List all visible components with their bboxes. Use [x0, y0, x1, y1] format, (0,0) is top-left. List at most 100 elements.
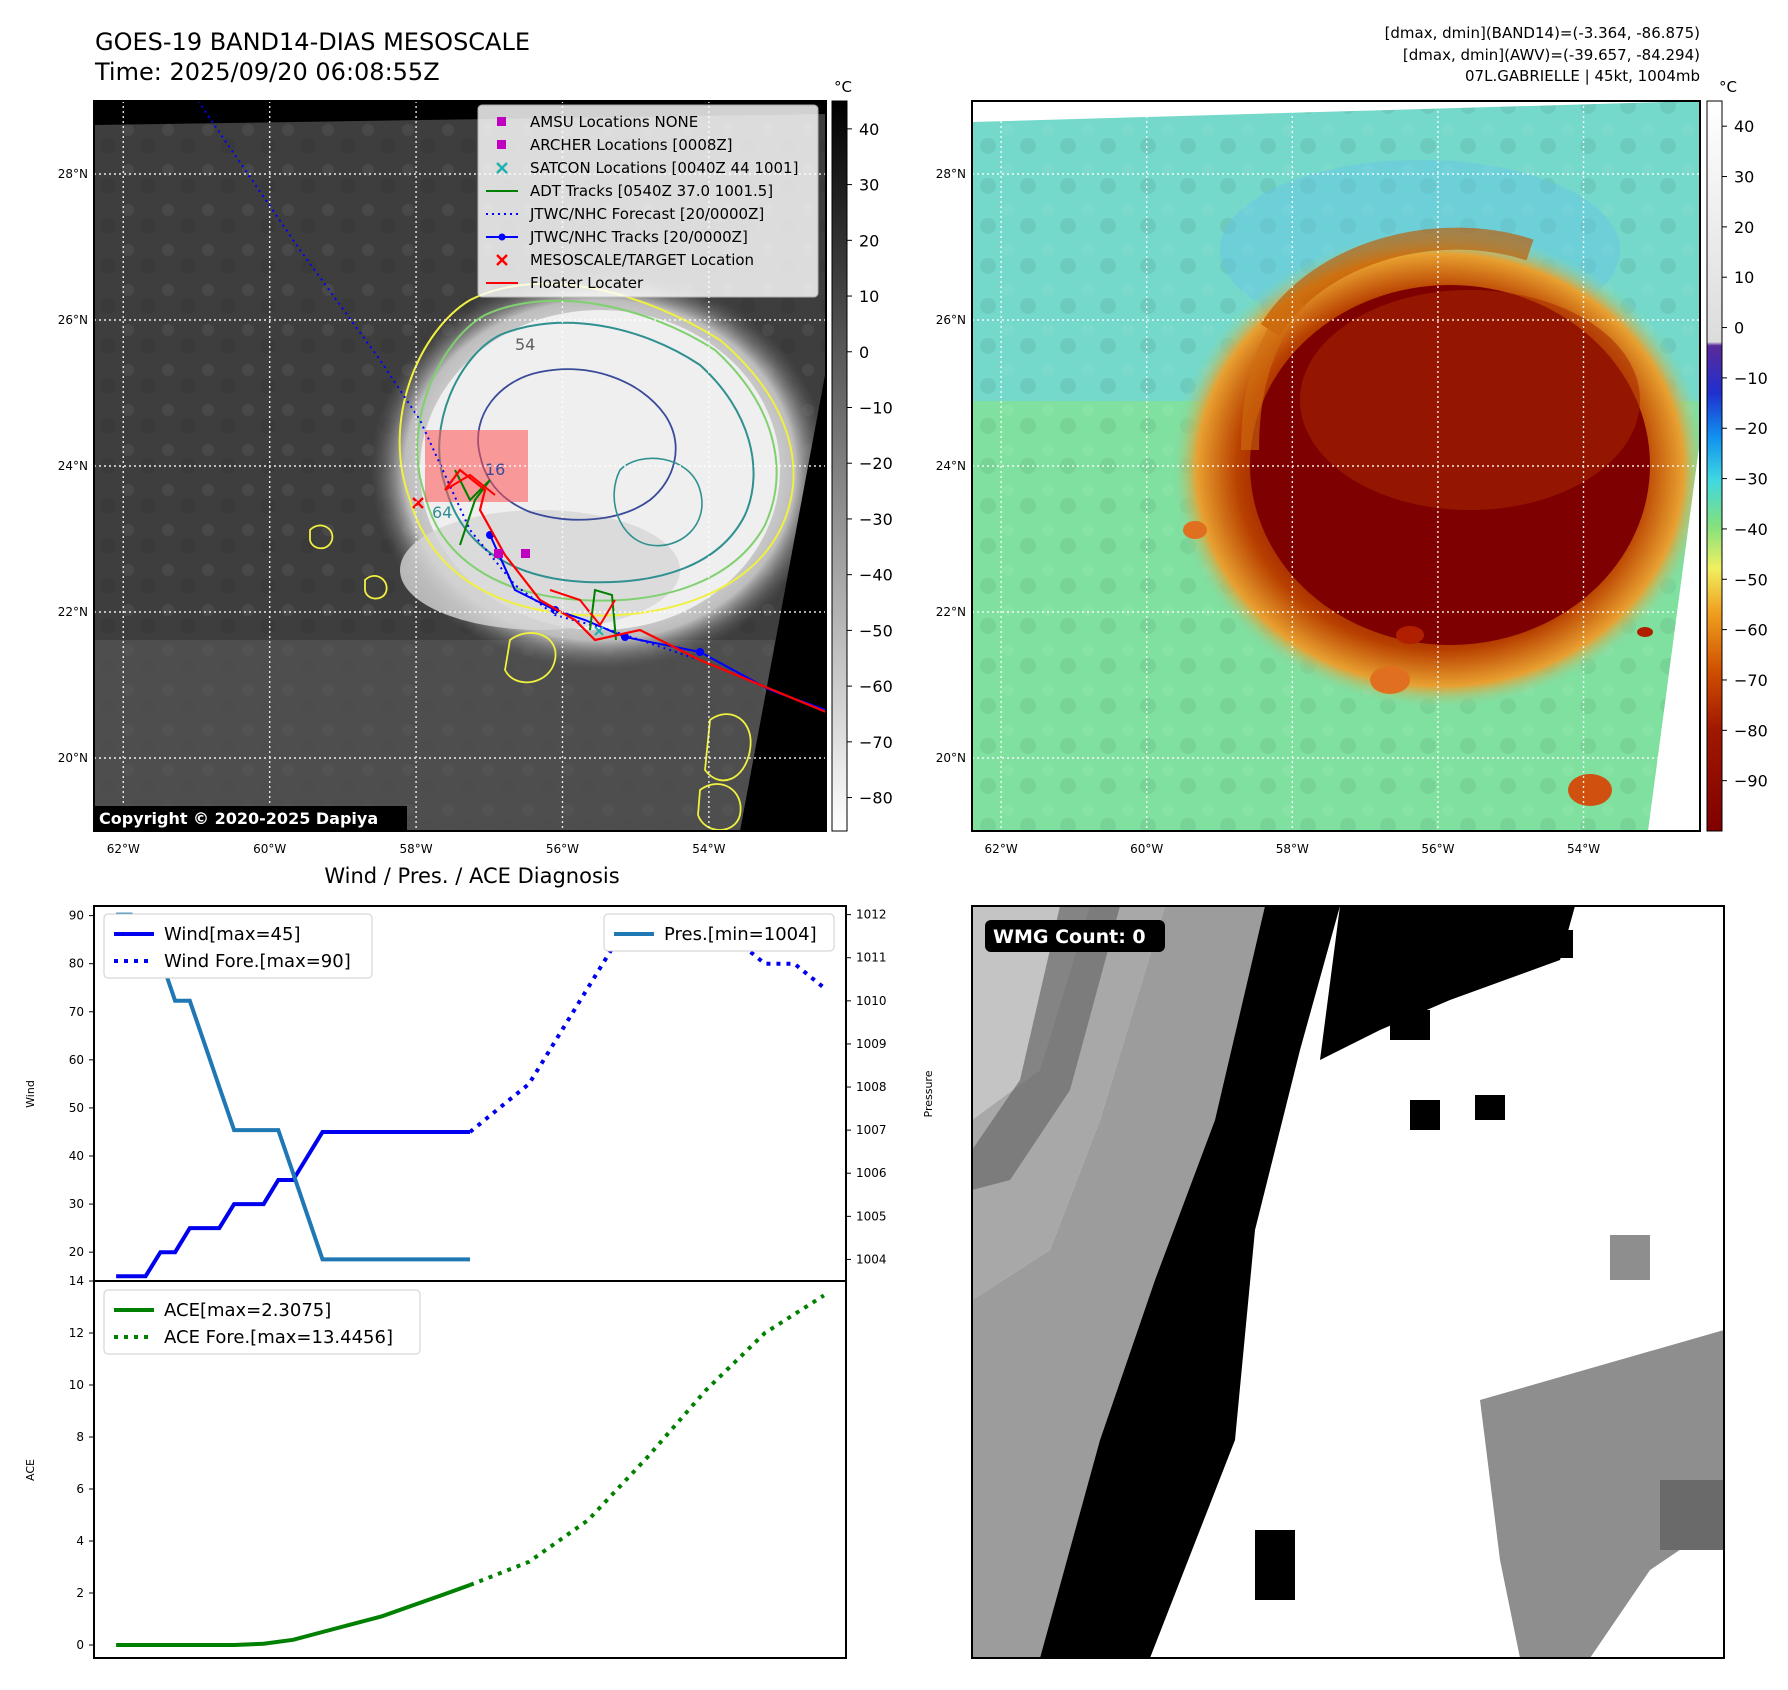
info-line-1: [dmax, dmin](BAND14)=(-3.364, -86.875): [1385, 24, 1700, 42]
colorbar-tick-label: −80: [859, 789, 893, 808]
colorbar-tick-label: −60: [1734, 621, 1768, 640]
lat-tick-label: 22°N: [936, 605, 966, 619]
legend-entry: MESOSCALE/TARGET Location: [496, 251, 754, 269]
colorbar-tick-label: −90: [1734, 772, 1768, 791]
diagnosis-title: Wind / Pres. / ACE Diagnosis: [324, 864, 619, 888]
chart-legend-label: ACE[max=2.3075]: [164, 1300, 331, 1321]
y2-tick-label: 1012: [856, 908, 887, 922]
legend-marker-dot: [498, 233, 506, 241]
series-line-0: [116, 1583, 471, 1647]
colorbar-tick-label: 0: [1734, 319, 1744, 338]
legend-entry: JTWC/NHC Tracks [20/0000Z]: [486, 228, 748, 246]
colorbar-tick-label: −20: [1734, 419, 1768, 438]
chart-legend-label: Pres.[min=1004]: [664, 924, 817, 945]
figure-time: Time: 2025/09/20 06:08:55Z: [94, 58, 440, 86]
colorbar-tick-label: −70: [1734, 671, 1768, 690]
y-tick-label: 70: [69, 1005, 84, 1019]
chart-legend-label: ACE Fore.[max=13.4456]: [164, 1327, 393, 1348]
y-tick-label: 20: [69, 1245, 84, 1259]
y2-tick-label: 1007: [856, 1123, 887, 1137]
ir-legend: AMSU Locations NONE ARCHER Locations [000…: [477, 104, 819, 298]
ir-colorbar: °C 40 30 20 10 0 −10 −20 −30 −40 −50 −60 −70 −80: [831, 78, 893, 832]
colorbar-tick-label: −10: [1734, 369, 1768, 388]
lon-tick-label: 60°W: [1130, 842, 1163, 856]
y2-tick-label: 1008: [856, 1080, 887, 1094]
series-line-0: [116, 1130, 470, 1279]
pressure-axis-label: Pressure: [922, 1070, 935, 1117]
colorbar-tick-label: −40: [859, 566, 893, 585]
lon-tick-label: 54°W: [692, 842, 725, 856]
y-tick-label: 4: [76, 1534, 84, 1548]
lat-tick-label: 20°N: [58, 751, 88, 765]
legend-label: JTWC/NHC Forecast [20/0000Z]: [529, 205, 764, 223]
lon-tick-label: 58°W: [400, 842, 433, 856]
ace-chart: ACE 0 2 4 6 8 10 12 14 ACE[max=2.3075] ACE Fore.[…: [24, 1274, 847, 1659]
legend-marker-square: [497, 140, 506, 149]
lon-tick-label: 56°W: [1421, 842, 1454, 856]
series-line-2: [116, 912, 470, 1262]
ace-axis-label: ACE: [24, 1459, 37, 1481]
legend-label: JTWC/NHC Tracks [20/0000Z]: [529, 228, 748, 246]
colorbar-tick-label: −50: [1734, 570, 1768, 589]
legend-entry: Floater Locater: [486, 274, 644, 292]
wind-pressure-chart: Wind / Pres. / ACE Diagnosis Wind Pressu…: [24, 864, 935, 1282]
colorbar-tick-label: 40: [859, 120, 879, 139]
lon-tick-label: 56°W: [546, 842, 579, 856]
info-line-3: 07L.GABRIELLE | 45kt, 1004mb: [1465, 67, 1700, 85]
legend-marker-x: [496, 254, 508, 266]
y-tick-label: 80: [69, 957, 84, 971]
colorbar-tick-label: 10: [859, 287, 879, 306]
wind-axis-label: Wind: [24, 1080, 37, 1108]
colorbar-tick-label: −50: [859, 621, 893, 640]
chart-legend: ACE[max=2.3075] ACE Fore.[max=13.4456]: [103, 1289, 421, 1355]
lat-tick-label: 26°N: [58, 313, 88, 327]
contour-label-3: 64: [432, 503, 452, 522]
series-line-1: [469, 1293, 825, 1587]
chart-legend-label: Wind[max=45]: [164, 924, 301, 945]
colorbar-tick-label: −20: [859, 454, 893, 473]
lon-tick-label: 54°W: [1567, 842, 1600, 856]
lat-tick-label: 28°N: [58, 167, 88, 181]
y-tick-label: 2: [76, 1586, 84, 1600]
chart-legend: Pres.[min=1004]: [603, 913, 835, 952]
legend-label: ARCHER Locations [0008Z]: [530, 136, 733, 154]
legend-entry: AMSU Locations NONE: [497, 113, 698, 131]
awv-colorbar: °C 40 30 20 10 0 −10 −20 −30 −40 −50 −60 −70 −80 −90: [1706, 78, 1768, 832]
lat-tick-label: 24°N: [936, 459, 966, 473]
lon-tick-label: 62°W: [107, 842, 140, 856]
legend-label: Floater Locater: [530, 274, 644, 292]
lat-tick-label: 20°N: [936, 751, 966, 765]
colorbar-tick-label: 30: [1734, 168, 1754, 187]
y-tick-label: 8: [76, 1430, 84, 1444]
y2-tick-label: 1006: [856, 1166, 887, 1180]
lat-tick-label: 26°N: [936, 313, 966, 327]
legend-label: MESOSCALE/TARGET Location: [530, 251, 754, 269]
colorbar-tick-label: −10: [859, 398, 893, 417]
chart-legend: Wind[max=45] Wind Fore.[max=90]: [103, 913, 373, 979]
colorbar-tick-label: 40: [1734, 117, 1754, 136]
awv-panel: [971, 100, 1701, 832]
colorbar-tick-label: −40: [1734, 520, 1768, 539]
legend-entry: SATCON Locations [0040Z 44 1001]: [496, 159, 798, 177]
colorbar-tick-label: 20: [1734, 218, 1754, 237]
legend-label: AMSU Locations NONE: [530, 113, 698, 131]
info-line-2: [dmax, dmin](AWV)=(-39.657, -84.294): [1403, 46, 1700, 64]
legend-label: ADT Tracks [0540Z 37.0 1001.5]: [530, 182, 773, 200]
y-tick-label: 6: [76, 1482, 84, 1496]
map-ticks: 62°W 60°W 58°W 56°W 54°W 28°N 26°N 24°N 22°N 20°N…: [58, 167, 1600, 856]
legend-entry: ARCHER Locations [0008Z]: [497, 136, 733, 154]
ir-panel: 54 16 64 AMSU Locations NONE ARCHER Locat…: [93, 100, 827, 832]
colorbar-tick-label: 30: [859, 176, 879, 195]
y2-tick-label: 1009: [856, 1037, 887, 1051]
awv-colorbar-unit: °C: [1719, 78, 1737, 96]
lon-tick-label: 60°W: [253, 842, 286, 856]
copyright: Copyright © 2020-2025 Dapiya: [99, 809, 378, 828]
colorbar-tick-label: −60: [859, 677, 893, 696]
y-tick-label: 40: [69, 1149, 84, 1163]
wmg-panel: WMG Count: 0: [971, 905, 1725, 1659]
y-tick-label: 14: [69, 1274, 84, 1288]
y2-tick-label: 1005: [856, 1209, 887, 1223]
chart-legend-box: [603, 913, 835, 952]
colorbar-tick-label: −80: [1734, 721, 1768, 740]
lat-tick-label: 22°N: [58, 605, 88, 619]
